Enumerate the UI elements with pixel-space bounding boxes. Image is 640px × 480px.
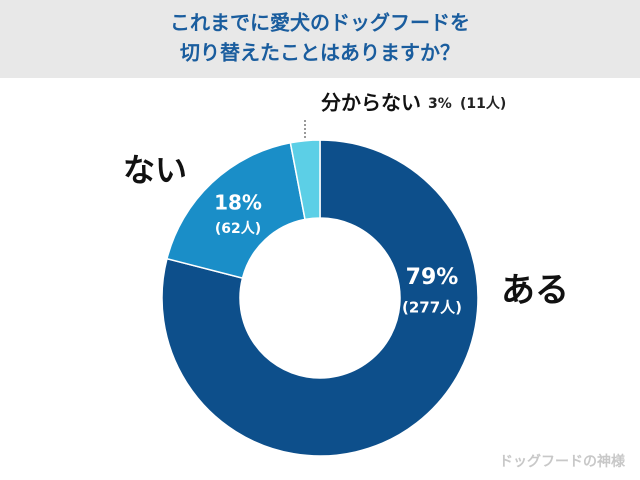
count-label: (277人) [402,299,462,317]
category-label: ない [123,151,187,189]
watermark: ドッグフードの神様 [499,453,626,470]
title-band [0,0,640,78]
value-label: 79% [406,265,459,290]
donut-slice [166,141,306,280]
donut-slice [161,139,479,457]
value-label: 3% [428,96,452,112]
donut-slice [289,139,321,221]
count-label: (11人) [460,95,506,112]
value-label: 18% [214,191,262,215]
category-label: ある [501,271,569,311]
count-label: (62人) [215,220,261,237]
category-label: 分からない [321,91,421,115]
chart-title: これまでに愛犬のドッグフードを [170,11,470,35]
chart-title: 切り替えたことはありますか？ [180,41,460,65]
